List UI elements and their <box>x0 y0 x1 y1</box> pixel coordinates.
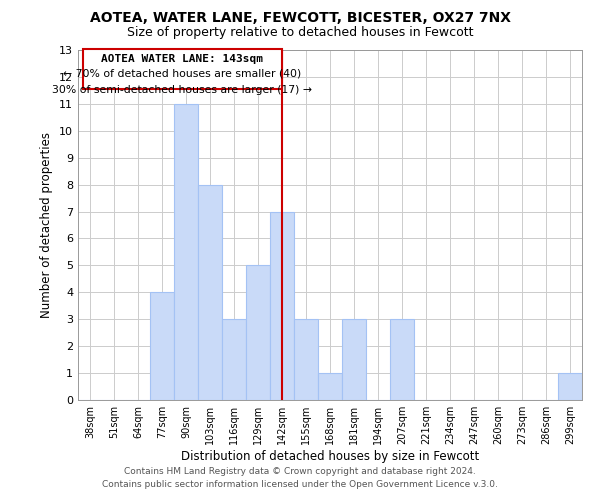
Text: AOTEA WATER LANE: 143sqm: AOTEA WATER LANE: 143sqm <box>101 54 263 64</box>
Bar <box>558 373 582 400</box>
Bar <box>198 184 222 400</box>
Text: 30% of semi-detached houses are larger (17) →: 30% of semi-detached houses are larger (… <box>52 85 313 95</box>
Text: AOTEA, WATER LANE, FEWCOTT, BICESTER, OX27 7NX: AOTEA, WATER LANE, FEWCOTT, BICESTER, OX… <box>89 11 511 25</box>
Text: Contains HM Land Registry data © Crown copyright and database right 2024.
Contai: Contains HM Land Registry data © Crown c… <box>102 468 498 489</box>
Bar <box>390 319 414 400</box>
Bar <box>270 212 294 400</box>
X-axis label: Distribution of detached houses by size in Fewcott: Distribution of detached houses by size … <box>181 450 479 463</box>
Text: ← 70% of detached houses are smaller (40): ← 70% of detached houses are smaller (40… <box>63 69 302 79</box>
Text: Size of property relative to detached houses in Fewcott: Size of property relative to detached ho… <box>127 26 473 39</box>
Bar <box>318 373 342 400</box>
Bar <box>222 319 246 400</box>
Y-axis label: Number of detached properties: Number of detached properties <box>40 132 53 318</box>
Bar <box>246 266 270 400</box>
Bar <box>174 104 198 400</box>
FancyBboxPatch shape <box>83 48 282 89</box>
Bar <box>150 292 174 400</box>
Bar <box>294 319 318 400</box>
Bar <box>342 319 366 400</box>
